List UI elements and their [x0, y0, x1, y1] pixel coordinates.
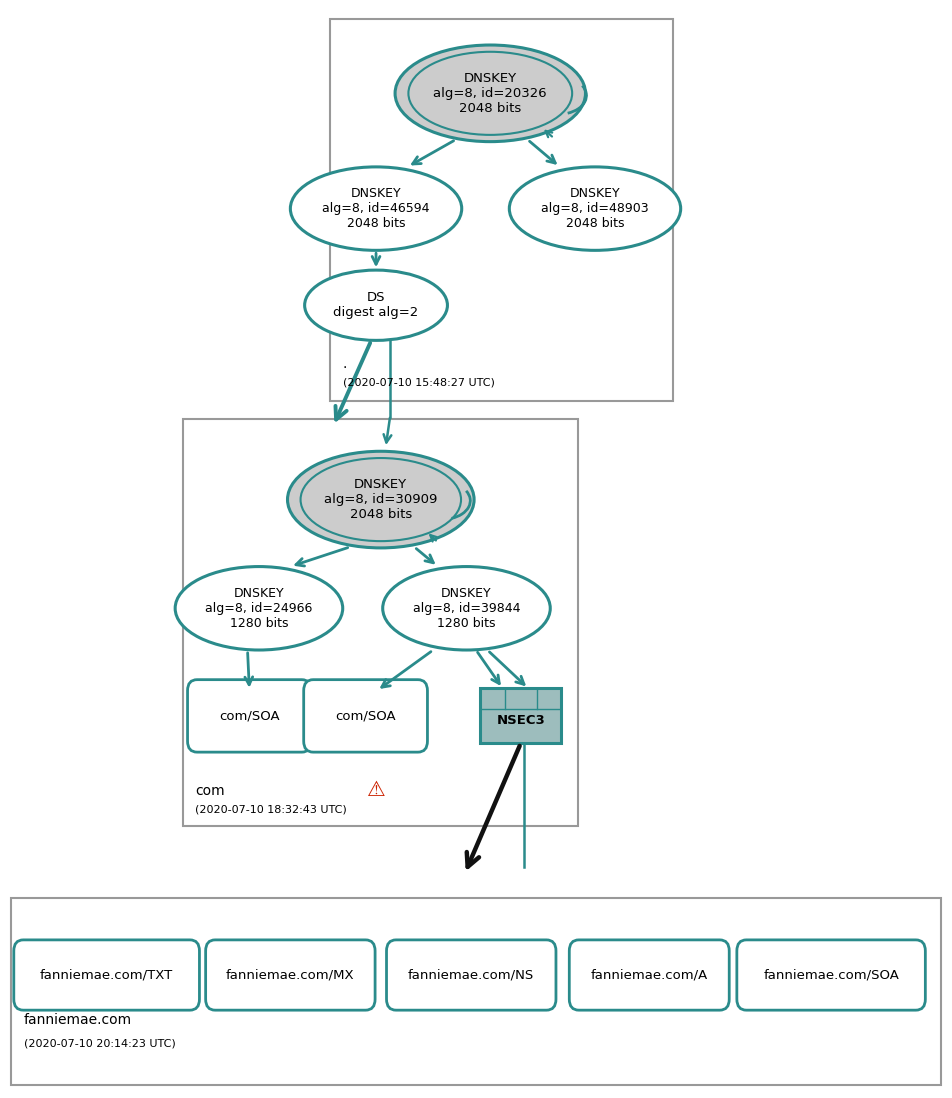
- Text: DS
digest alg=2: DS digest alg=2: [333, 291, 419, 320]
- Text: com: com: [195, 784, 225, 798]
- Text: fanniemae.com/A: fanniemae.com/A: [590, 968, 708, 982]
- Text: fanniemae.com/TXT: fanniemae.com/TXT: [40, 968, 173, 982]
- Ellipse shape: [175, 567, 343, 650]
- Text: DNSKEY
alg=8, id=39844
1280 bits: DNSKEY alg=8, id=39844 1280 bits: [413, 586, 520, 630]
- Text: DNSKEY
alg=8, id=20326
2048 bits: DNSKEY alg=8, id=20326 2048 bits: [433, 71, 547, 115]
- Text: com/SOA: com/SOA: [335, 709, 396, 722]
- Text: (2020-07-10 20:14:23 UTC): (2020-07-10 20:14:23 UTC): [24, 1039, 175, 1049]
- Text: DNSKEY
alg=8, id=46594
2048 bits: DNSKEY alg=8, id=46594 2048 bits: [323, 187, 429, 231]
- FancyBboxPatch shape: [330, 19, 673, 401]
- FancyBboxPatch shape: [11, 898, 941, 1085]
- Text: fanniemae.com: fanniemae.com: [24, 1013, 132, 1028]
- Ellipse shape: [509, 167, 681, 250]
- Text: DNSKEY
alg=8, id=30909
2048 bits: DNSKEY alg=8, id=30909 2048 bits: [324, 478, 438, 522]
- Text: fanniemae.com/MX: fanniemae.com/MX: [226, 968, 355, 982]
- Text: DNSKEY
alg=8, id=48903
2048 bits: DNSKEY alg=8, id=48903 2048 bits: [541, 187, 649, 231]
- Ellipse shape: [305, 270, 447, 340]
- FancyBboxPatch shape: [188, 680, 311, 752]
- Text: NSEC3: NSEC3: [496, 714, 545, 727]
- Ellipse shape: [288, 451, 474, 548]
- FancyBboxPatch shape: [737, 940, 925, 1010]
- Text: fanniemae.com/SOA: fanniemae.com/SOA: [764, 968, 899, 982]
- FancyBboxPatch shape: [14, 940, 200, 1010]
- Text: fanniemae.com/NS: fanniemae.com/NS: [408, 968, 534, 982]
- Text: (2020-07-10 15:48:27 UTC): (2020-07-10 15:48:27 UTC): [343, 378, 495, 388]
- FancyBboxPatch shape: [183, 419, 578, 826]
- FancyBboxPatch shape: [304, 680, 427, 752]
- Text: (2020-07-10 18:32:43 UTC): (2020-07-10 18:32:43 UTC): [195, 805, 347, 815]
- Text: DNSKEY
alg=8, id=24966
1280 bits: DNSKEY alg=8, id=24966 1280 bits: [206, 586, 312, 630]
- Ellipse shape: [395, 45, 585, 142]
- FancyBboxPatch shape: [206, 940, 375, 1010]
- FancyBboxPatch shape: [387, 940, 556, 1010]
- FancyBboxPatch shape: [569, 940, 729, 1010]
- Ellipse shape: [383, 567, 550, 650]
- FancyBboxPatch shape: [481, 688, 562, 743]
- Text: ⚠: ⚠: [367, 780, 386, 800]
- Text: com/SOA: com/SOA: [219, 709, 280, 722]
- Ellipse shape: [290, 167, 462, 250]
- Text: .: .: [343, 357, 347, 371]
